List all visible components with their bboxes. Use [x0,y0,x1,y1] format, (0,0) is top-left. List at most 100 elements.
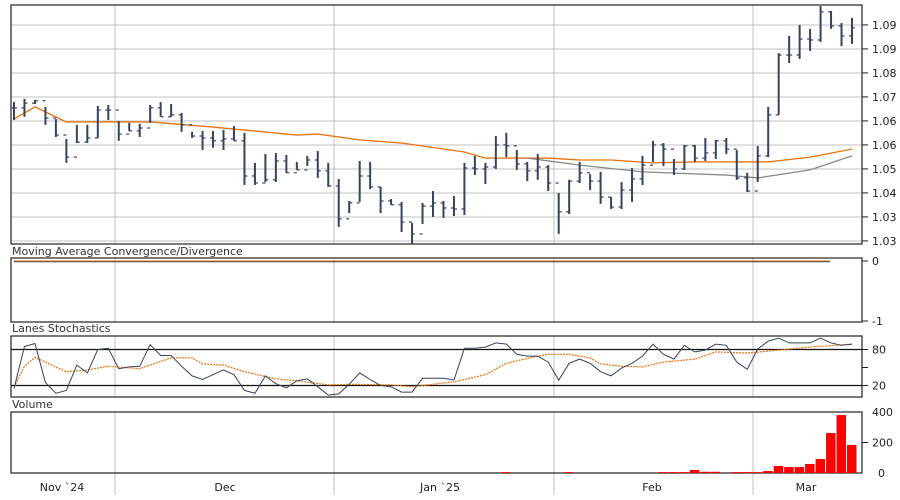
volume-bar [763,471,773,473]
volume-bar [679,472,689,473]
ohlc-bar [178,112,185,132]
ohlc-bar [126,122,133,135]
volume-bar [826,433,836,473]
volume-bar [794,467,805,473]
ohlc-bar [398,201,405,232]
ohlc-bar [817,6,824,42]
price-axis-label: 1.05 [872,163,897,176]
volume-bar [658,472,668,473]
ohlc-bar [356,160,363,204]
ohlc-bar [450,195,457,216]
ohlc-bar [346,200,353,220]
ohlc-bar [241,132,248,185]
x-axis-month-label: Jan `25 [419,481,460,494]
ohlc-bar [262,153,269,184]
ohlc-bar [587,172,594,191]
ohlc-bar [828,10,835,29]
stochastics-axis-label: 20 [872,380,886,393]
volume-bar [836,415,847,473]
price-axis-label: 1.03 [872,235,897,248]
ohlc-bar [388,199,395,206]
ohlc-bar [230,126,237,142]
ohlc-bar [513,145,520,170]
ohlc-bar [73,124,80,158]
ohlc-bar [199,130,206,151]
ohlc-bar [63,134,70,163]
ohlc-bar [807,28,814,51]
macd-title: Moving Average Convergence/Divergence [12,245,243,258]
price-axis-label: 1.09 [872,19,897,32]
x-axis-month-label: Feb [642,481,661,494]
stochastics-panel [10,335,863,398]
ohlc-bar [723,137,730,154]
ohlc-bar [419,202,426,235]
ohlc-bar [52,117,59,137]
ohlc-bar [168,104,175,118]
stochastics-d-line [13,343,853,388]
volume-panel [10,411,863,474]
macd-axis-label: 0 [872,255,879,268]
stochastics-title: Lanes Stochastics [12,322,111,335]
ohlc-bar [94,105,101,139]
ohlc-bar [157,102,164,118]
ohlc-bar [251,162,258,185]
ohlc-bar [765,106,772,158]
ohlc-bar [325,162,332,187]
ohlc-bar [440,200,447,218]
ohlc-bar [377,186,384,214]
ohlc-bar [461,162,468,216]
ohlc-bar [670,148,677,176]
price-axis-label: 1.07 [872,91,897,104]
ohlc-bar [335,178,342,227]
ohlc-bar [534,153,541,180]
ohlc-bar [566,179,573,215]
stochastics-k-line [13,337,853,396]
ohlc-bar [283,154,290,174]
ohlc-bar [471,155,478,176]
volume-bar [700,471,710,473]
volume-bar [805,464,815,473]
ohlc-bar [744,172,751,192]
ohlc-bar [136,123,143,137]
volume-bar [564,472,574,473]
ohlc-bar [42,100,49,125]
volume-axis-label: 200 [872,437,893,450]
ohlc-bar [681,144,688,170]
volume-bar [815,458,826,473]
ohlc-bar [31,99,38,104]
ohlc-bar [430,191,436,217]
volume-title: Volume [12,398,53,411]
ohlc-bar [775,53,782,116]
price-axis-label: 1.09 [872,43,897,56]
ohlc-bar [105,104,112,120]
volume-axis-label: 400 [872,406,893,419]
volume-bar [784,467,794,473]
ohlc-bar [492,136,499,169]
price-axis-label: 1.08 [872,67,897,80]
ohlc-bar [702,137,709,161]
ohlc-bar [524,161,531,182]
volume-bar [731,472,742,473]
x-axis-month-label: Mar [796,481,817,494]
ohlc-bar [293,161,300,174]
ohlc-bar [314,151,321,178]
ohlc-bar [189,124,196,138]
volume-bar [689,469,700,473]
price-axis-label: 1.03 [872,211,897,224]
ohlc-bar [618,182,625,209]
volume-bar [742,472,752,473]
x-axis-month-label: Nov `24 [40,481,84,494]
ohlc-bar [712,139,719,160]
ohlc-bar [608,196,615,209]
ohlc-bar [796,24,803,59]
ohlc-bar [115,109,122,141]
x-axis-month-label: Dec [214,481,235,494]
price-axis-label: 1.04 [872,187,897,200]
ohlc-bar [210,130,217,148]
ohlc-bar [21,98,28,117]
ohlc-bar [733,148,740,180]
ohlc-bar [629,168,636,202]
ohlc-bar [503,132,510,158]
ohlc-bar [838,23,845,47]
